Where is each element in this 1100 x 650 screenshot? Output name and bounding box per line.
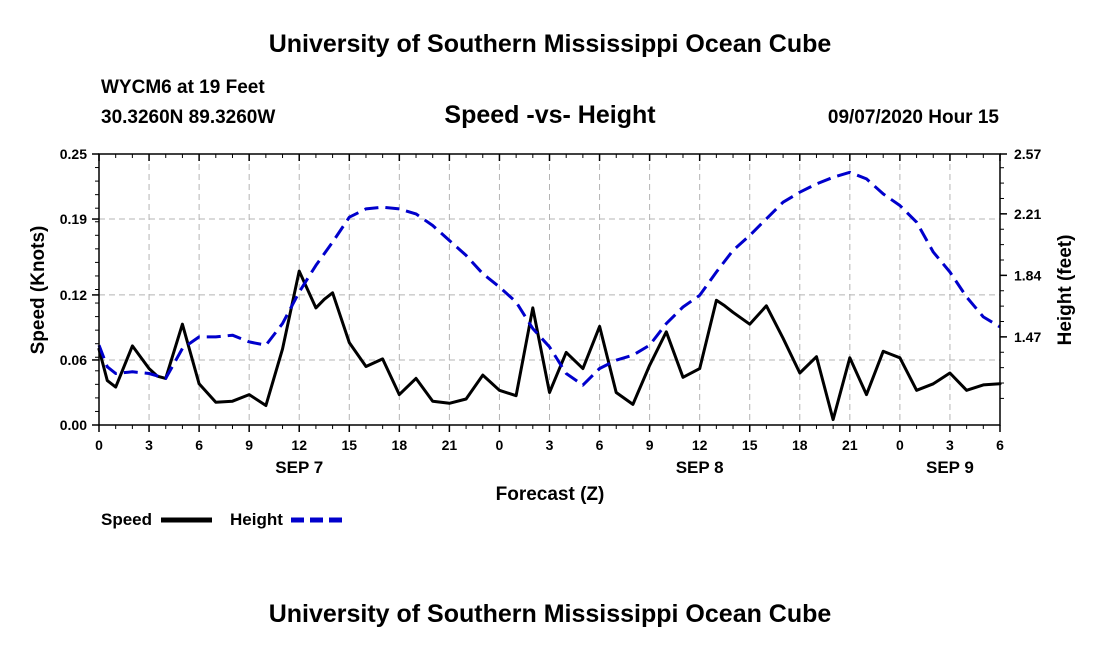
y2-axis-title: Height (feet) (1055, 235, 1076, 346)
date-label: SEP 8 (676, 458, 724, 477)
date-label: SEP 9 (926, 458, 974, 477)
x-tick-label: 9 (646, 437, 654, 453)
x-tick-label: 18 (392, 437, 408, 453)
x-tick-label: 9 (245, 437, 253, 453)
date-label: SEP 7 (275, 458, 323, 477)
x-tick-label: 3 (546, 437, 554, 453)
page-title: University of Southern Mississippi Ocean… (268, 30, 832, 58)
legend-speed-label: Speed (101, 510, 152, 529)
y2-tick-label: 2.57 (1014, 146, 1041, 162)
x-tick-label: 12 (291, 437, 307, 453)
legend: Speed Height (101, 510, 342, 529)
y2-tick-label: 1.47 (1014, 329, 1041, 345)
x-tick-label: 6 (195, 437, 203, 453)
legend-height-label: Height (230, 510, 283, 529)
x-tick-label: 6 (596, 437, 604, 453)
x-tick-label: 3 (946, 437, 954, 453)
series-line-height (97, 170, 1001, 387)
y-tick-label: 0.12 (60, 287, 87, 303)
x-tick-label: 0 (95, 437, 103, 453)
x-axis-title: Forecast (Z) (496, 484, 605, 505)
y-tick-label: 0.00 (60, 417, 87, 433)
x-tick-label: 21 (442, 437, 458, 453)
x-tick-label: 18 (792, 437, 808, 453)
chart-title: Speed -vs- Height (444, 101, 656, 129)
y-tick-label: 0.06 (60, 352, 87, 368)
x-tick-label: 15 (742, 437, 758, 453)
y-tick-label: 0.19 (60, 211, 87, 227)
series-lines (97, 170, 1002, 422)
y-axis-title: Speed (Knots) (28, 226, 49, 355)
series-line-speed (97, 269, 1002, 422)
x-tick-label: 6 (996, 437, 1004, 453)
y2-tick-label: 2.21 (1014, 206, 1041, 222)
tick-labels: 0 3 6 9 12 15 18 21 0 3 6 9 12 15 18 21 0 3 6 SEP 7 SEP 8 SEP… (60, 146, 1042, 477)
coordinates-label: 30.3260N 89.3260W (101, 107, 276, 128)
grid-lines (99, 154, 1000, 425)
station-label: WYCM6 at 19 Feet (101, 77, 265, 98)
x-tick-label: 0 (496, 437, 504, 453)
speed-height-chart: 0 3 6 9 12 15 18 21 0 3 6 9 12 15 18 21 0 3 6 SEP 7 SEP 8 SEP… (28, 146, 1076, 529)
forecast-datetime: 09/07/2020 Hour 15 (827, 107, 999, 128)
x-tick-label: 21 (842, 437, 858, 453)
footer-title: University of Southern Mississippi Ocean… (268, 600, 832, 628)
x-tick-label: 15 (341, 437, 357, 453)
x-tick-label: 3 (145, 437, 153, 453)
x-tick-label: 0 (896, 437, 904, 453)
y-tick-label: 0.25 (60, 146, 87, 162)
y2-tick-label: 1.84 (1014, 267, 1041, 283)
x-tick-label: 12 (692, 437, 708, 453)
axis-ticks (92, 153, 1007, 432)
